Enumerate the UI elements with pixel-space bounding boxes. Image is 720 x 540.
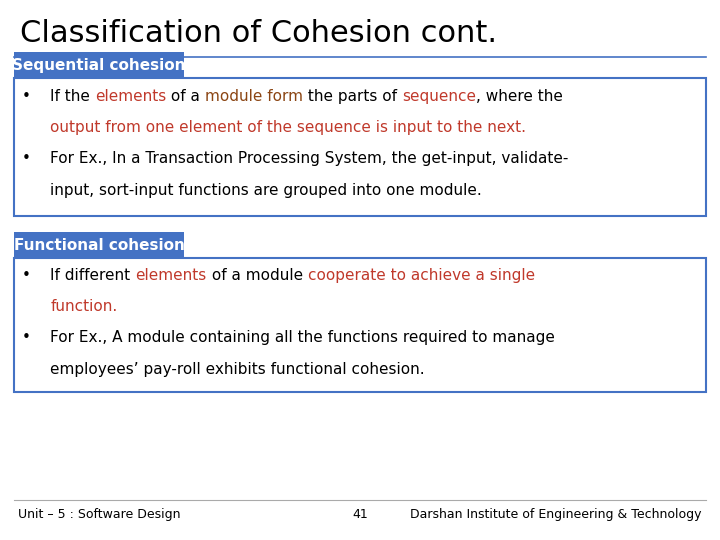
Text: sequence: sequence: [402, 89, 476, 104]
Text: Sequential cohesion: Sequential cohesion: [12, 58, 186, 73]
FancyBboxPatch shape: [14, 52, 184, 78]
Text: , where the: , where the: [476, 89, 563, 104]
FancyBboxPatch shape: [14, 78, 706, 216]
Text: For Ex., In a Transaction Processing System, the get-input, validate-: For Ex., In a Transaction Processing Sys…: [50, 151, 569, 166]
Text: module form: module form: [205, 89, 303, 104]
Text: •: •: [22, 89, 30, 104]
Text: Darshan Institute of Engineering & Technology: Darshan Institute of Engineering & Techn…: [410, 508, 702, 521]
FancyBboxPatch shape: [14, 232, 184, 258]
Text: employees’ pay-roll exhibits functional cohesion.: employees’ pay-roll exhibits functional …: [50, 362, 425, 377]
Text: function.: function.: [50, 299, 117, 314]
Text: 41: 41: [352, 508, 368, 521]
Text: Classification of Cohesion cont.: Classification of Cohesion cont.: [20, 19, 498, 48]
Text: •: •: [22, 151, 30, 166]
Text: If different: If different: [50, 268, 135, 283]
Text: •: •: [22, 268, 30, 283]
Text: of a: of a: [166, 89, 205, 104]
Text: •: •: [22, 330, 30, 346]
Text: the parts of: the parts of: [303, 89, 402, 104]
Text: If the: If the: [50, 89, 95, 104]
Text: Unit – 5 : Software Design: Unit – 5 : Software Design: [18, 508, 181, 521]
Text: input, sort-input functions are grouped into one module.: input, sort-input functions are grouped …: [50, 183, 482, 198]
Text: For Ex., A module containing all the functions required to manage: For Ex., A module containing all the fun…: [50, 330, 555, 346]
Text: output from one element of the sequence is input to the next.: output from one element of the sequence …: [50, 120, 526, 135]
Text: cooperate to achieve a single: cooperate to achieve a single: [307, 268, 535, 283]
Text: Functional cohesion: Functional cohesion: [14, 238, 184, 253]
Text: elements: elements: [95, 89, 166, 104]
Text: elements: elements: [135, 268, 207, 283]
FancyBboxPatch shape: [14, 258, 706, 392]
Text: of a module: of a module: [207, 268, 307, 283]
